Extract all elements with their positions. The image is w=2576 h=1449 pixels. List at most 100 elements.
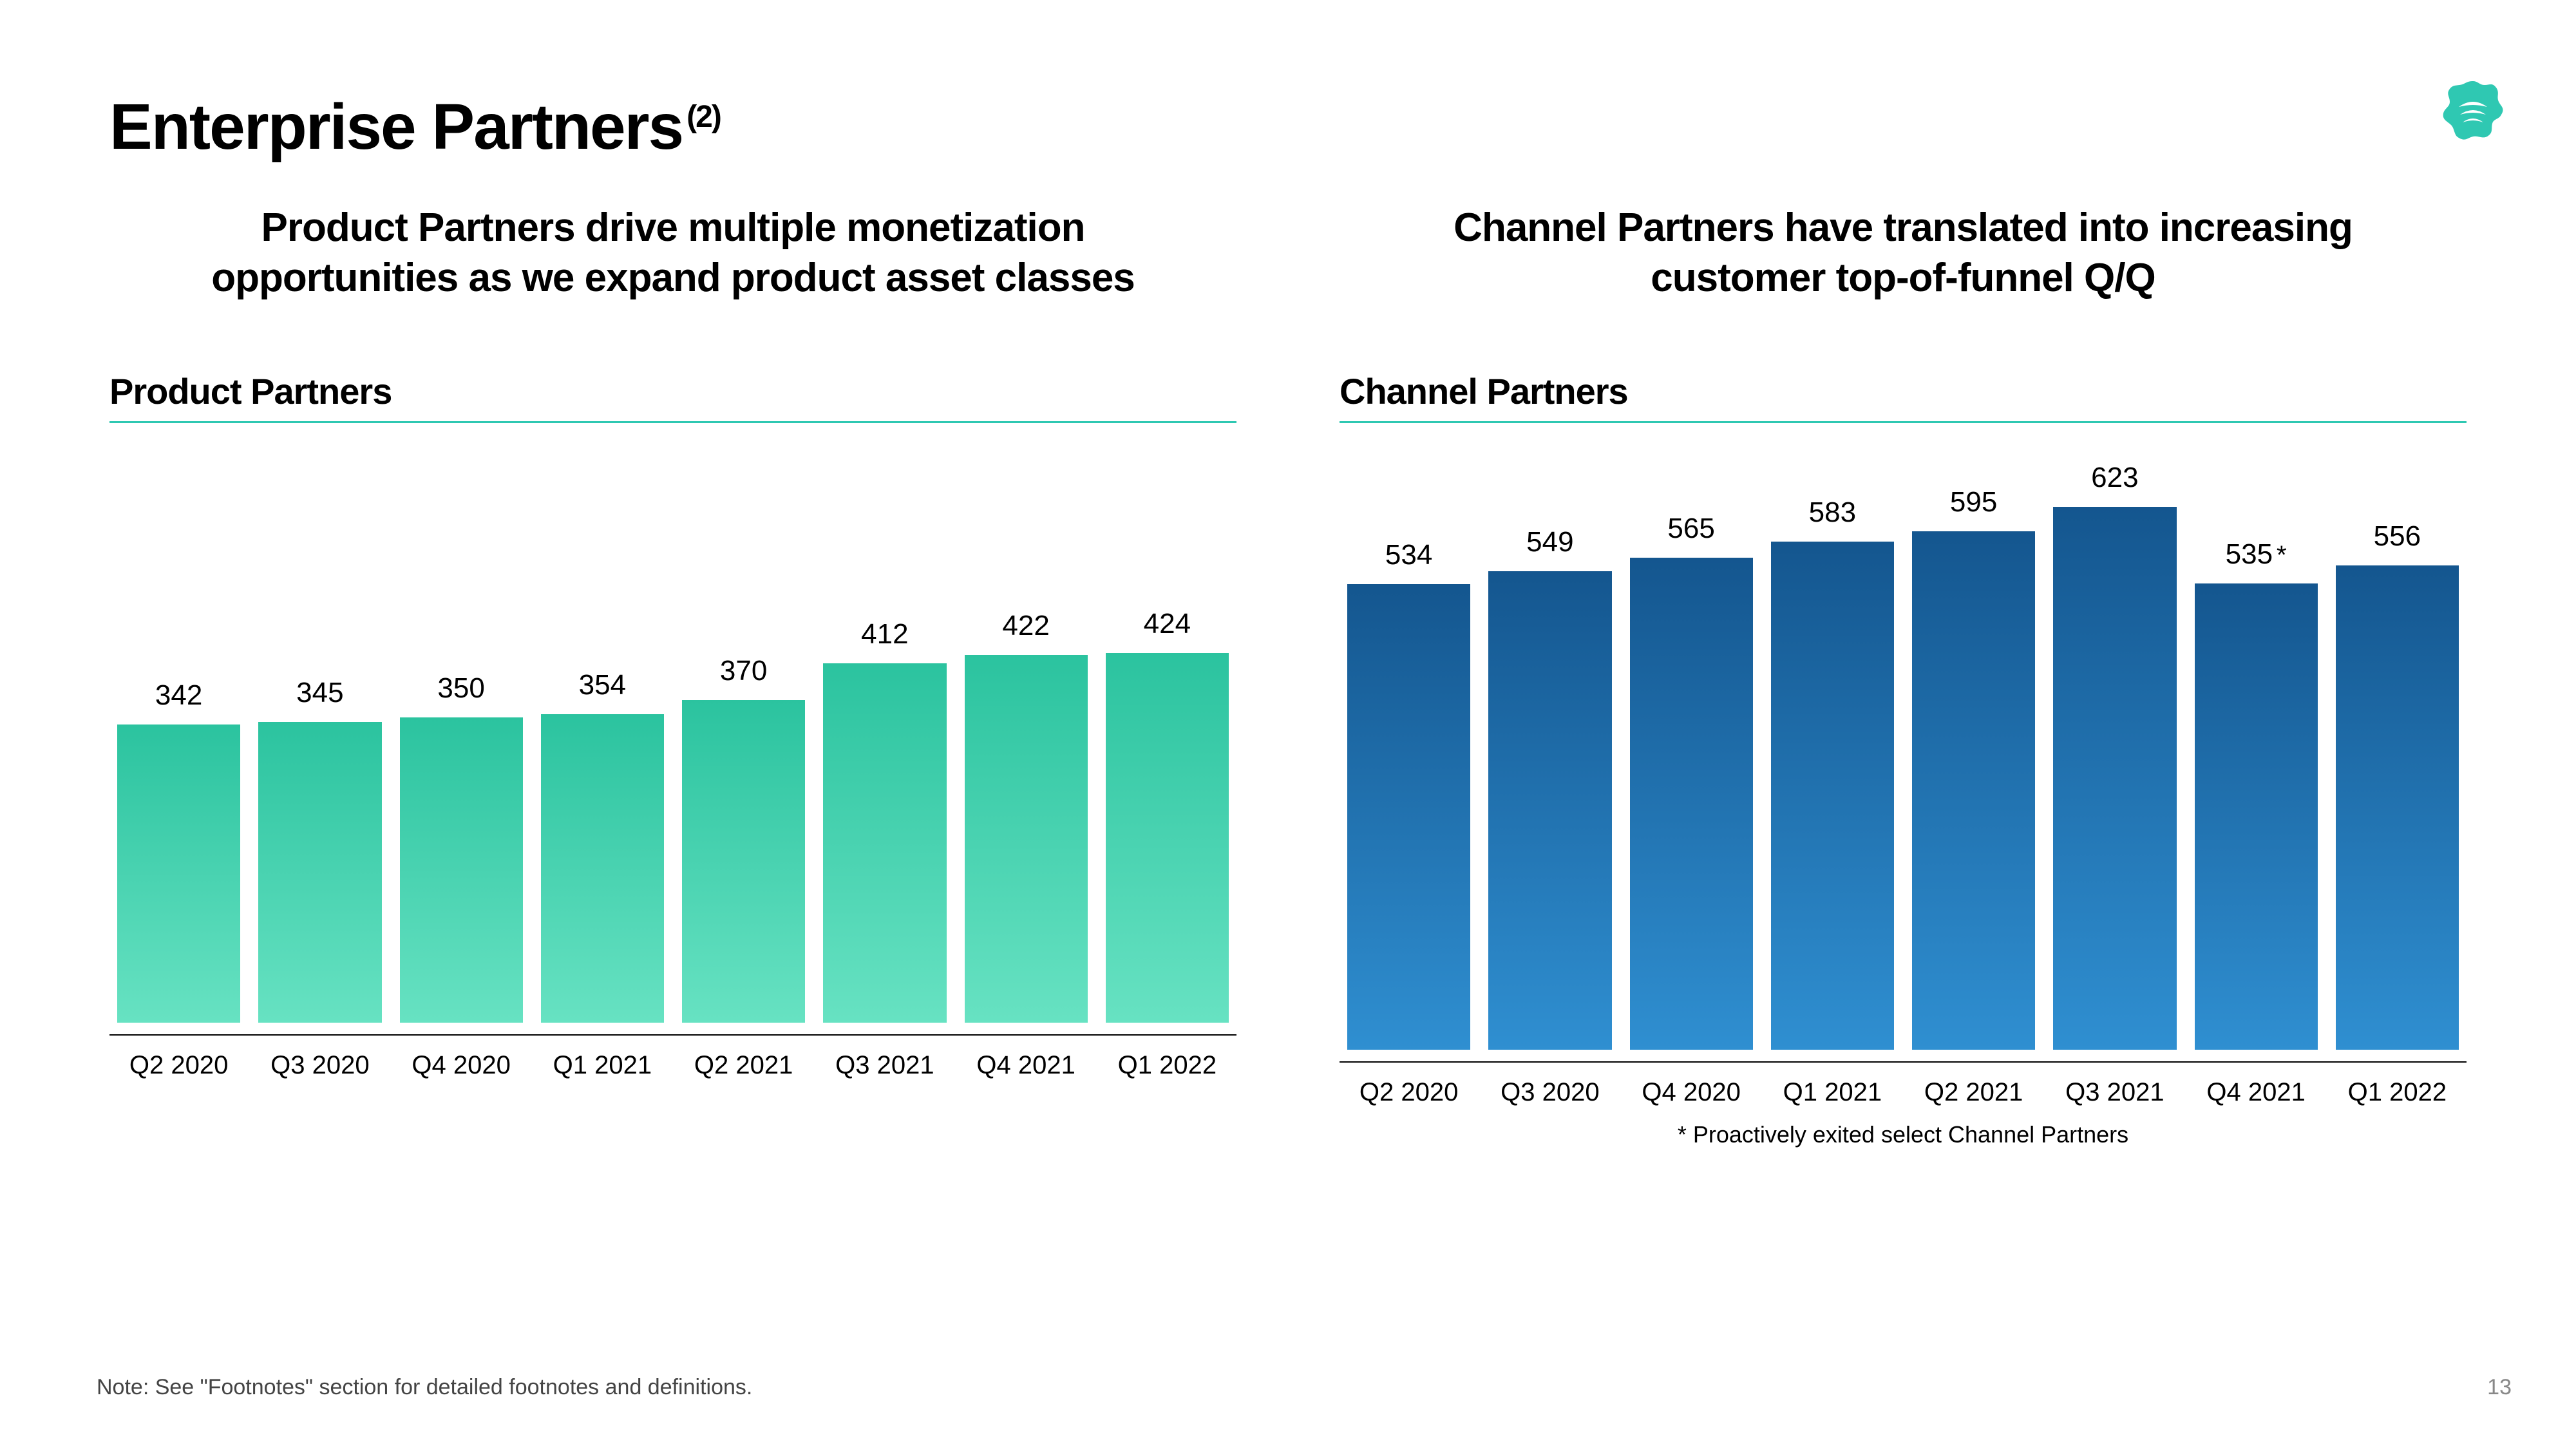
bar-value-text: 424 <box>1144 608 1191 640</box>
bar-value-label: 354 <box>579 669 626 701</box>
bar-value-text: 342 <box>155 679 202 712</box>
x-axis-label: Q1 2022 <box>2336 1078 2459 1107</box>
x-axis-label: Q1 2021 <box>541 1051 664 1080</box>
bar-rect <box>1771 542 1894 1050</box>
product-partners-section-title: Product Partners <box>109 370 1236 423</box>
bar-rect <box>2053 507 2176 1050</box>
bar: 350 <box>400 462 523 1023</box>
bar-value-text: 535 <box>2226 538 2273 571</box>
bar-rect <box>1912 531 2035 1050</box>
channel-partners-chart: 534549565583595623535*556 Q2 2020Q3 2020… <box>1340 462 2467 1080</box>
product-partners-x-labels: Q2 2020 Q3 2020 Q4 2020 Q1 2021 Q2 2021 Q3 20… <box>109 1036 1236 1080</box>
bar-rect <box>258 722 381 1023</box>
product-partners-chart: 342345350354370412422424 Q2 2020Q3 2020Q… <box>109 462 1236 1080</box>
bar: 549 <box>1488 462 1611 1050</box>
bar-value-label: 412 <box>861 618 908 650</box>
x-axis-label: Q3 2021 <box>2053 1078 2176 1107</box>
bar-value-label: 342 <box>155 679 202 712</box>
bar-value-text: 422 <box>1002 610 1049 642</box>
bar: 565 <box>1630 462 1753 1050</box>
bar-rect <box>1630 558 1753 1050</box>
bar-value-label: 422 <box>1002 610 1049 642</box>
x-axis-label: Q2 2021 <box>1912 1078 2035 1107</box>
bar-rect <box>965 655 1088 1023</box>
bar-value-label: 595 <box>1950 486 1997 518</box>
slide: Enterprise Partners(2) Product Partners … <box>0 0 2576 1449</box>
x-axis-label: Q4 2021 <box>2195 1078 2318 1107</box>
bar-value-label: 424 <box>1144 608 1191 640</box>
bar: 424 <box>1106 462 1229 1023</box>
bar-value-label: 623 <box>2091 462 2138 494</box>
channel-partners-column: Channel Partners have translated into in… <box>1340 203 2467 1148</box>
bar-rect <box>1488 571 1611 1050</box>
bar-asterisk: * <box>2277 541 2287 570</box>
brand-logo <box>2441 77 2505 142</box>
bar-value-label: 565 <box>1667 513 1714 545</box>
bar-value-label: 534 <box>1385 539 1432 571</box>
bar-rect <box>541 714 664 1023</box>
bar: 595 <box>1912 462 2035 1050</box>
bar: 583 <box>1771 462 1894 1050</box>
bar: 370 <box>682 462 805 1023</box>
bar-value-text: 565 <box>1667 513 1714 545</box>
bar: 556 <box>2336 462 2459 1050</box>
channel-partners-headline: Channel Partners have translated into in… <box>1340 203 2467 370</box>
bar-value-label: 345 <box>296 677 343 709</box>
bar-value-text: 583 <box>1809 497 1856 529</box>
bar-value-label: 583 <box>1809 497 1856 529</box>
bar-rect <box>682 700 805 1023</box>
bar-value-text: 345 <box>296 677 343 709</box>
channel-partners-bars: 534 549 565 583 595 623 535* 556 <box>1340 462 2467 1063</box>
channel-partners-footnote: * Proactively exited select Channel Part… <box>1340 1121 2467 1148</box>
product-partners-bars: 342 345 350 354 370 412 422 424 <box>109 462 1236 1036</box>
page-number: 13 <box>2487 1375 2512 1400</box>
bar: 342 <box>117 462 240 1023</box>
page-title: Enterprise Partners(2) <box>109 90 2467 164</box>
product-partners-column: Product Partners drive multiple monetiza… <box>109 203 1236 1148</box>
channel-partners-x-labels: Q2 2020Q3 2020Q4 2020Q1 2021Q2 2021Q3 20… <box>1340 1063 2467 1107</box>
bar-value-text: 595 <box>1950 486 1997 518</box>
bar-rect <box>2336 565 2459 1050</box>
bar-value-text: 412 <box>861 618 908 650</box>
x-axis-label: Q1 2021 <box>1771 1078 1894 1107</box>
x-axis-label: Q2 2020 <box>117 1051 240 1080</box>
bar-value-label: 535* <box>2226 538 2287 571</box>
bar-rect <box>1106 653 1229 1023</box>
x-axis-label: Q2 2020 <box>1347 1078 1470 1107</box>
x-axis-label: Q4 2021 <box>965 1051 1088 1080</box>
x-axis-label: Q3 2020 <box>258 1051 381 1080</box>
charts-row: Product Partners drive multiple monetiza… <box>109 203 2467 1148</box>
bar: 412 <box>823 462 946 1023</box>
bar: 535* <box>2195 462 2318 1050</box>
bar-value-text: 549 <box>1526 526 1573 558</box>
page-title-superscript: (2) <box>687 100 721 134</box>
x-axis-label: Q4 2020 <box>400 1051 523 1080</box>
bar-value-text: 354 <box>579 669 626 701</box>
bar-value-text: 370 <box>720 655 767 687</box>
page-title-text: Enterprise Partners <box>109 91 683 163</box>
bar: 354 <box>541 462 664 1023</box>
x-axis-label: Q3 2021 <box>823 1051 946 1080</box>
bar-value-label: 370 <box>720 655 767 687</box>
bar-value-text: 350 <box>437 672 484 705</box>
bar-value-label: 350 <box>437 672 484 705</box>
x-axis-label: Q3 2020 <box>1488 1078 1611 1107</box>
page-footnote: Note: See "Footnotes" section for detail… <box>97 1375 752 1400</box>
bar-value-text: 623 <box>2091 462 2138 494</box>
bar-rect <box>2195 583 2318 1050</box>
bar-rect <box>823 663 946 1023</box>
bar-rect <box>117 724 240 1023</box>
x-axis-label: Q1 2022 <box>1106 1051 1229 1080</box>
product-partners-headline: Product Partners drive multiple monetiza… <box>109 203 1236 370</box>
bar-rect <box>400 717 523 1023</box>
channel-partners-section-title: Channel Partners <box>1340 370 2467 423</box>
bar: 534 <box>1347 462 1470 1050</box>
bar: 422 <box>965 462 1088 1023</box>
bar-value-text: 556 <box>2374 520 2421 553</box>
x-axis-label: Q2 2021 <box>682 1051 805 1080</box>
bar-value-text: 534 <box>1385 539 1432 571</box>
bar: 345 <box>258 462 381 1023</box>
bar: 623 <box>2053 462 2176 1050</box>
bar-value-label: 549 <box>1526 526 1573 558</box>
bar-value-label: 556 <box>2374 520 2421 553</box>
